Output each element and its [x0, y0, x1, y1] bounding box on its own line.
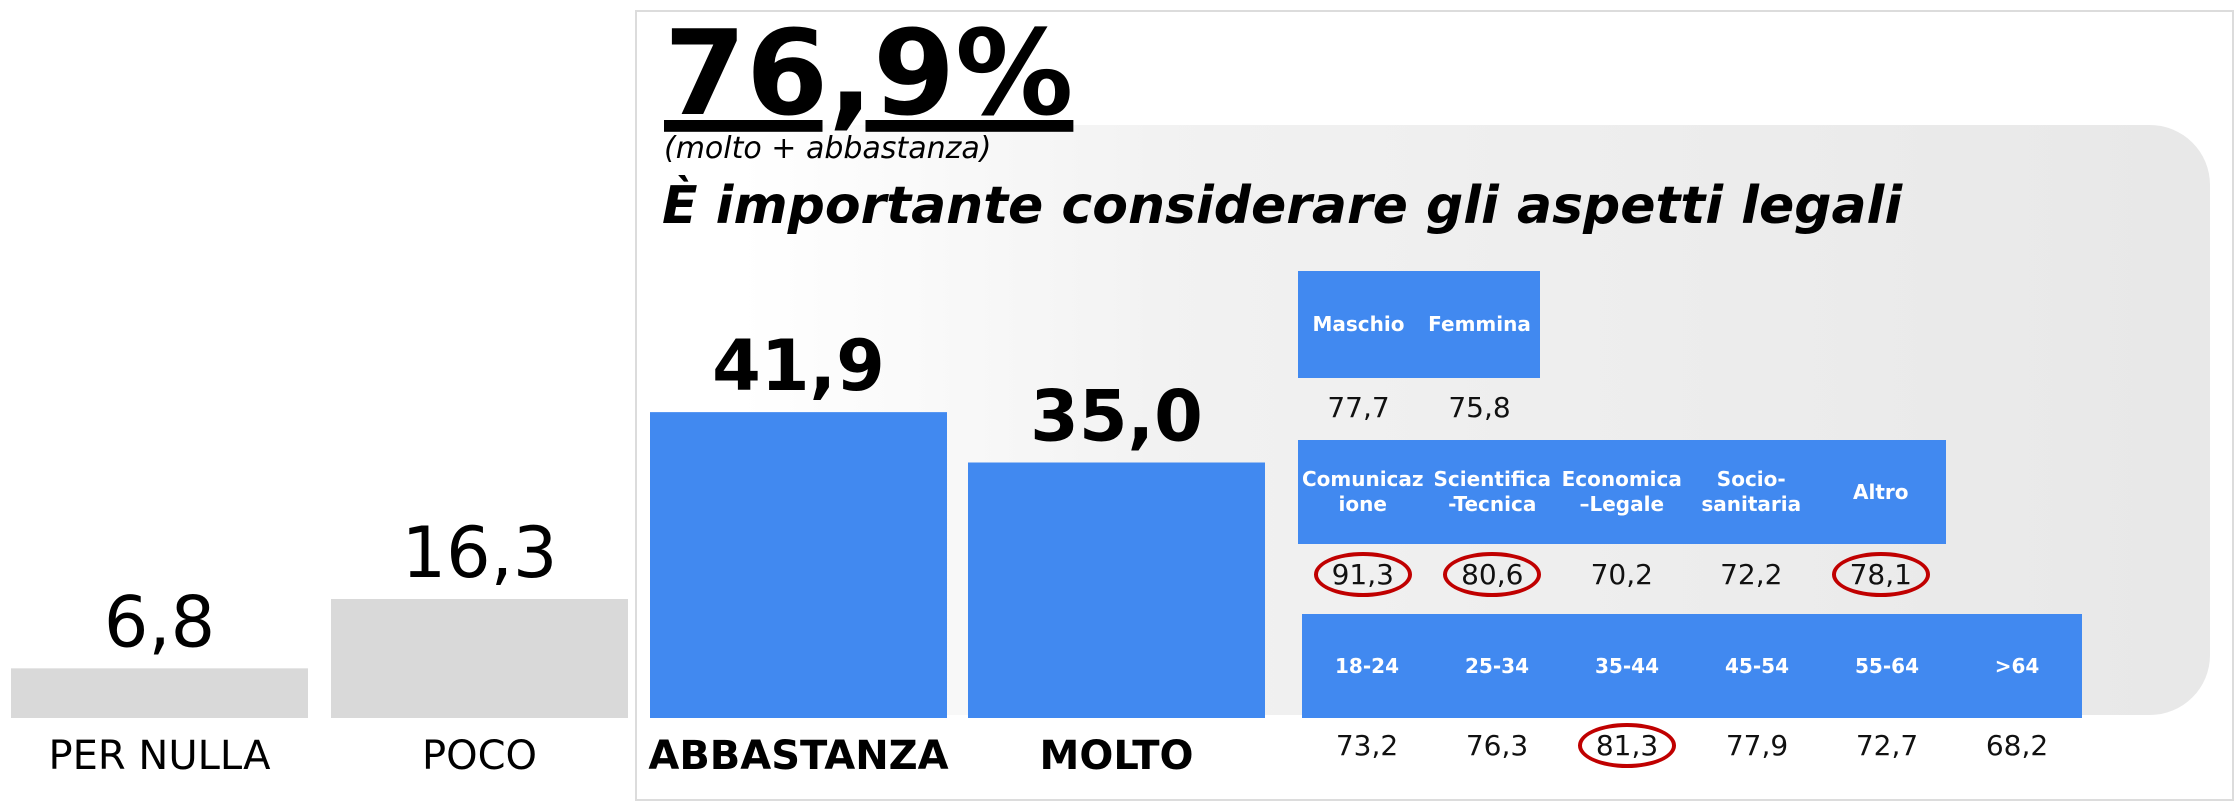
circled-value: 80,6: [1443, 551, 1542, 597]
table-header: Comunicazione Scientifica-Tecnica Economic…: [1298, 440, 1946, 544]
value: 77,7: [1327, 390, 1390, 424]
headline: 76,9%: [664, 4, 1073, 142]
header-cell: Altro: [1853, 479, 1909, 504]
value-label: 41,9: [712, 325, 885, 407]
header-cell: Economica –Legale: [1561, 467, 1682, 516]
value-cell: 81,3: [1562, 718, 1692, 772]
value-cell: 78,1: [1816, 547, 1946, 601]
header-cell: 25-34: [1465, 653, 1529, 678]
header-cell: Socio-sanitaria: [1701, 467, 1802, 516]
header-cell: 35-44: [1595, 653, 1659, 678]
value: 72,2: [1720, 557, 1783, 591]
value-cell: 68,2: [1952, 718, 2082, 772]
category-label: ABBASTANZA: [648, 733, 948, 779]
circled-value: 78,1: [1831, 551, 1930, 597]
value-cell: 77,7: [1298, 380, 1419, 434]
table-values: 91,3 80,6 70,2 72,2 78,1: [1298, 547, 1946, 601]
category-label: PER NULLA: [49, 733, 272, 779]
value: 75,8: [1448, 390, 1511, 424]
value-cell: 73,2: [1302, 718, 1432, 772]
header-cell: 55-64: [1855, 653, 1919, 678]
header-cell: 18-24: [1335, 653, 1399, 678]
circled-value: 81,3: [1577, 722, 1677, 768]
header-cell: >64: [1994, 653, 2040, 678]
subtitle: (molto + abbastanza): [664, 131, 991, 166]
value-cell: 70,2: [1557, 547, 1687, 601]
header-cell: Comunicazione: [1301, 467, 1424, 516]
value-cell: 80,6: [1428, 547, 1558, 601]
bar: [650, 412, 947, 718]
value: 73,2: [1335, 728, 1399, 762]
value-cell: 72,2: [1687, 547, 1817, 601]
header-cell: 45-54: [1725, 653, 1789, 678]
table-header: 18-24 25-34 35-44 45-54 55-64 >64: [1302, 614, 2082, 718]
value-label: 16,3: [402, 512, 558, 594]
value: 72,7: [1855, 728, 1919, 762]
value-cell: 75,8: [1419, 380, 1540, 434]
value-cell: 76,3: [1432, 718, 1562, 772]
value: 77,9: [1725, 728, 1789, 762]
table-header: Maschio Femmina: [1298, 271, 1540, 378]
table-values: 77,7 75,8: [1298, 380, 1540, 434]
category-label: POCO: [422, 733, 537, 779]
value-label: 6,8: [104, 581, 215, 663]
bar: [968, 462, 1265, 718]
value-label: 35,0: [1030, 376, 1203, 458]
chart-title: È importante considerare gli aspetti leg…: [662, 175, 1903, 236]
category-label: MOLTO: [1040, 733, 1194, 779]
value: 70,2: [1590, 557, 1653, 591]
table-values: 73,2 76,3 81,3 77,9 72,7 68,2: [1302, 718, 2082, 772]
value: 76,3: [1465, 728, 1529, 762]
value-cell: 77,9: [1692, 718, 1822, 772]
header-cell: Femmina: [1428, 312, 1531, 336]
circled-value: 91,3: [1313, 551, 1412, 597]
value-cell: 72,7: [1822, 718, 1952, 772]
header-cell: Maschio: [1312, 312, 1405, 336]
header-cell: Scientifica-Tecnica: [1433, 467, 1551, 516]
bar: [331, 599, 628, 718]
value-cell: 91,3: [1298, 547, 1428, 601]
bar: [11, 668, 308, 718]
value: 68,2: [1985, 728, 2049, 762]
